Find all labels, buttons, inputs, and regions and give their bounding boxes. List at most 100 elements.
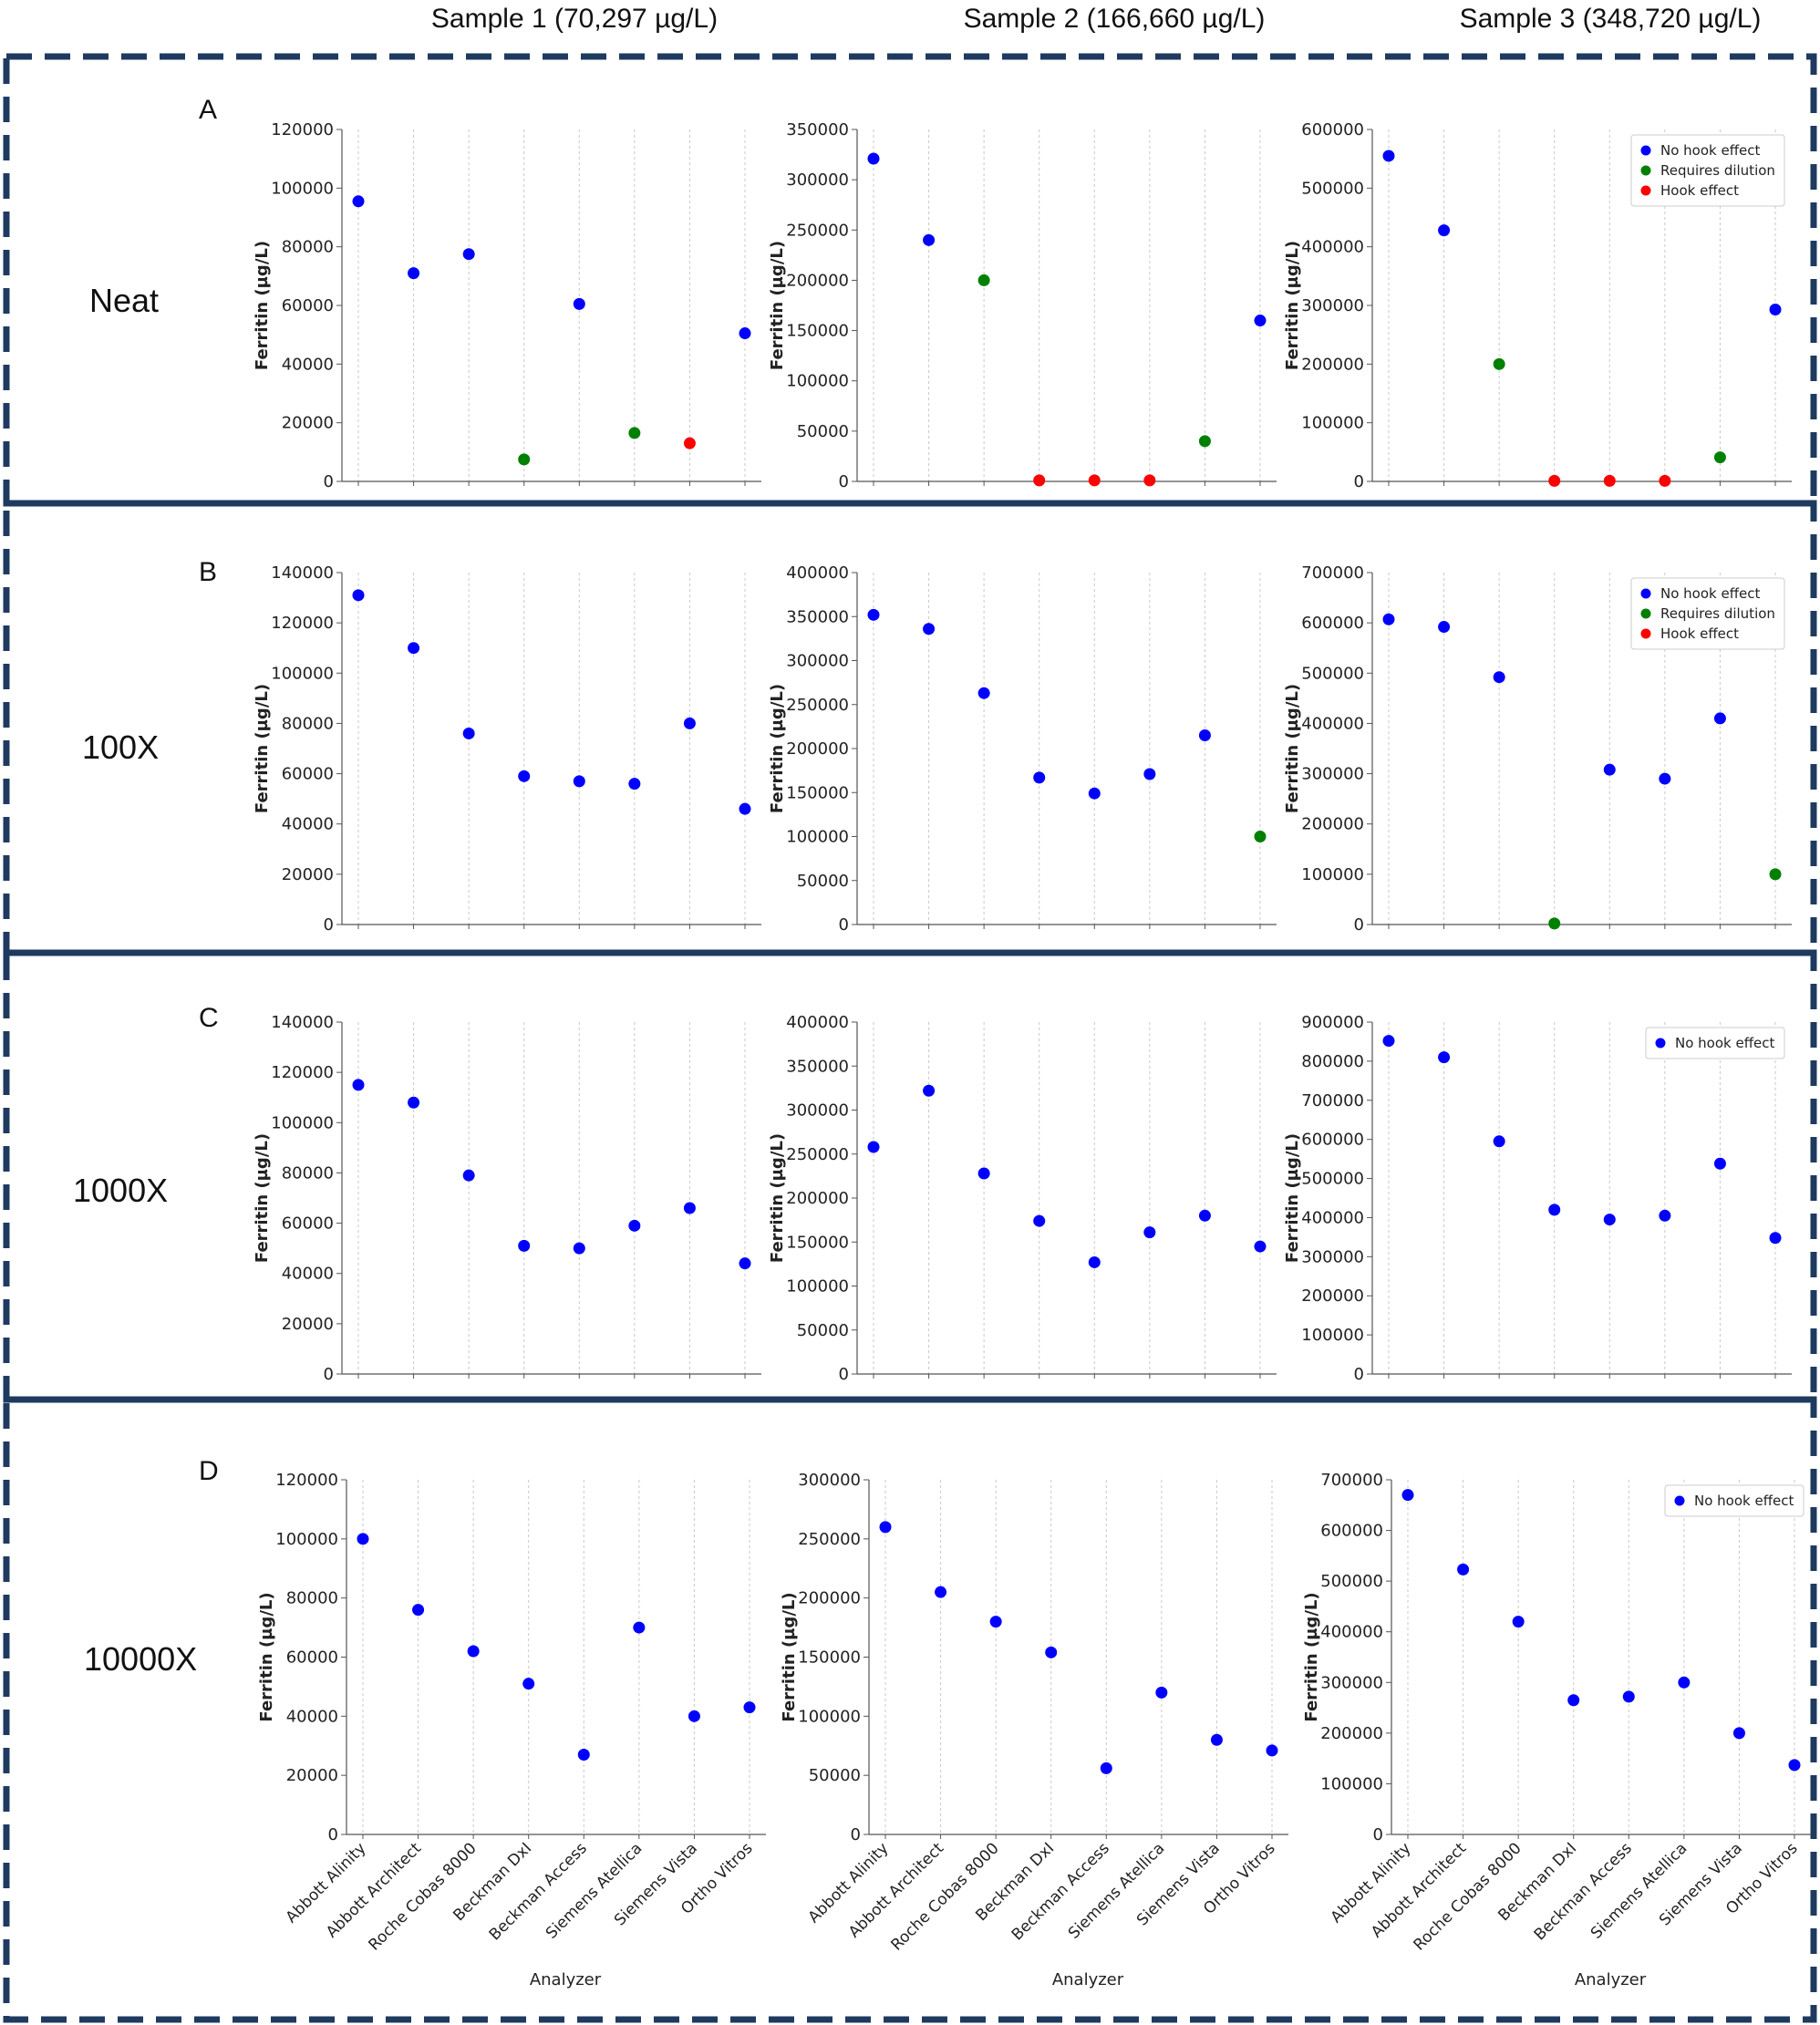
y-axis-label: Ferritin (µg/L) [253,241,272,370]
data-point [628,1219,641,1232]
y-tick-label: 140000 [271,563,334,583]
data-point [1266,1744,1278,1757]
y-tick-label: 200000 [1301,815,1364,834]
data-point [1603,763,1616,776]
data-point [1155,1686,1168,1699]
y-tick-label: 300000 [1301,765,1364,784]
y-tick-label: 140000 [271,1013,334,1032]
y-tick-label: 80000 [282,714,334,733]
data-point [412,1604,425,1617]
legend: No hook effect [1645,1027,1785,1059]
y-tick-label: 120000 [275,1471,338,1490]
legend-marker [1640,628,1651,639]
legend-label: Requires dilution [1660,605,1775,622]
y-tick-label: 60000 [282,296,334,315]
legend-marker [1640,588,1651,599]
chart-c-sample-3: 0 100000 200000 300000 400000 500000 600000 700… [1283,1013,1792,1384]
data-point [1401,1489,1414,1502]
data-point [1198,435,1211,448]
y-tick-label: 0 [324,472,334,491]
x-axis-label: Analyzer [1575,1970,1647,1989]
y-tick-label: 20000 [286,1766,338,1785]
data-point [1457,1563,1470,1576]
data-point [1088,474,1101,487]
data-point [1493,671,1505,684]
y-axis-label: Ferritin (µg/L) [257,1592,276,1721]
chart-a-sample-3: 0 100000 200000 300000 400000 500000 600000 Fer… [1283,120,1792,491]
data-point [408,267,420,280]
data-point [1769,304,1782,316]
x-category-label: Siemens Atellica [1065,1839,1168,1942]
y-tick-label: 700000 [1301,1091,1364,1111]
data-point [1045,1646,1058,1658]
legend-label: No hook effect [1660,585,1761,602]
data-point [923,623,936,635]
data-point [1493,357,1505,370]
y-tick-label: 80000 [282,1163,334,1183]
data-point [1493,1135,1505,1148]
y-axis-label: Ferritin (µg/L) [768,1133,787,1263]
y-tick-label: 20000 [282,1315,334,1334]
data-point [1512,1616,1525,1628]
x-category-label: Abbott Architect [845,1839,947,1941]
legend-marker [1640,608,1651,619]
y-tick-label: 400000 [1301,238,1364,257]
data-point [923,1084,936,1097]
legend-label: No hook effect [1694,1493,1794,1509]
y-tick-label: 500000 [1301,1170,1364,1189]
data-point [467,1645,480,1658]
data-point [1382,613,1395,625]
data-point [1210,1733,1223,1746]
y-tick-label: 0 [1354,915,1364,935]
data-point [739,1257,751,1270]
y-tick-label: 250000 [786,221,849,240]
data-point [1254,831,1267,842]
data-point [462,248,475,261]
row-label-100x: 100X [82,728,159,766]
data-point [1659,474,1671,487]
data-point [352,1079,365,1091]
data-point [1143,768,1156,780]
chart-d-sample-2: 0 50000 100000 150000 200000 250000 300000 Ferr… [780,1471,1288,1989]
y-tick-label: 600000 [1301,120,1364,139]
data-point [1548,474,1561,487]
data-point [573,297,585,310]
data-point [1603,474,1616,487]
y-tick-label: 300000 [786,170,849,190]
y-tick-label: 0 [324,1365,334,1384]
y-tick-label: 300000 [1301,296,1364,315]
data-point [743,1701,756,1714]
data-point [518,770,531,782]
data-point [1198,1209,1211,1222]
y-tick-label: 100000 [271,664,334,683]
data-point [1713,712,1726,725]
data-point [577,1748,590,1761]
data-point [573,775,585,788]
y-axis-label: Ferritin (µg/L) [1302,1592,1321,1721]
data-point [1198,729,1211,742]
y-axis-label: Ferritin (µg/L) [768,684,787,813]
legend-label: Requires dilution [1660,162,1775,179]
y-tick-label: 300000 [798,1471,861,1490]
y-axis-label: Ferritin (µg/L) [1283,1133,1302,1263]
y-tick-label: 600000 [1301,1131,1364,1150]
data-point [683,437,696,449]
x-category-label: Siemens Atellica [543,1839,646,1942]
y-tick-label: 250000 [786,1145,849,1164]
y-axis-label: Ferritin (µg/L) [1283,684,1302,813]
chart-c-sample-2: 0 50000 100000 150000 200000 250000 300000 3500… [768,1013,1277,1384]
panel-letter-d: D [199,1456,219,1486]
y-tick-label: 100000 [1301,1326,1364,1345]
data-point [1769,1232,1782,1245]
panel-frame-d [3,1396,1817,2023]
y-tick-label: 0 [839,1365,849,1384]
y-tick-label: 400000 [786,1013,849,1032]
y-tick-label: 50000 [809,1766,861,1785]
legend-label: No hook effect [1675,1035,1775,1051]
y-tick-label: 100000 [1301,865,1364,884]
y-tick-label: 40000 [282,815,334,834]
data-point [739,802,751,815]
y-tick-label: 400000 [1301,1208,1364,1227]
x-category-label: Roche Cobas 8000 [888,1839,1003,1954]
y-tick-label: 60000 [282,765,334,784]
